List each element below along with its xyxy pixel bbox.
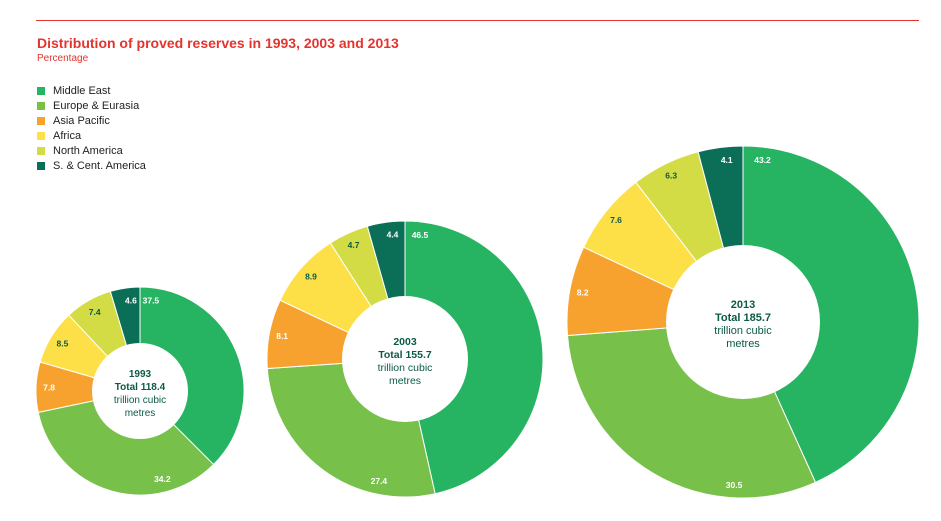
slice-value-label: 46.5 — [412, 230, 429, 240]
center-total: Total 185.7 — [715, 312, 771, 324]
legend-label: North America — [53, 144, 123, 157]
legend: Middle East Europe & Eurasia Asia Pacifi… — [37, 83, 146, 173]
donut-slice — [742, 145, 920, 484]
slice-value-label: 8.5 — [56, 338, 68, 348]
slice-value-label: 8.2 — [577, 288, 589, 298]
slice-value-label: 27.4 — [371, 476, 388, 486]
chart-title: Distribution of proved reserves in 1993,… — [37, 35, 399, 51]
legend-label: Middle East — [53, 84, 111, 97]
slice-value-label: 7.8 — [43, 383, 55, 393]
slice-value-label: 4.1 — [721, 155, 733, 165]
center-total: Total 118.4 — [115, 382, 166, 393]
legend-label: Europe & Eurasia — [53, 99, 140, 112]
legend-item-middle-east: Middle East — [37, 83, 146, 98]
slice-value-label: 7.4 — [89, 307, 101, 317]
legend-item-s-cent-america: S. & Cent. America — [37, 158, 146, 173]
legend-swatch — [37, 116, 45, 125]
slice-value-label: 4.6 — [125, 295, 137, 305]
legend-swatch — [37, 131, 45, 140]
slice-value-label: 7.6 — [610, 215, 622, 225]
slice-value-label: 43.2 — [754, 155, 771, 165]
donut-slice — [139, 286, 245, 466]
center-unit: metres — [389, 375, 421, 387]
legend-swatch — [37, 161, 45, 170]
legend-swatch — [37, 146, 45, 155]
legend-item-africa: Africa — [37, 128, 146, 143]
chart-subtitle: Percentage — [37, 53, 89, 64]
center-unit: metres — [726, 338, 760, 350]
legend-label: S. & Cent. America — [53, 159, 146, 172]
center-total: Total 155.7 — [378, 349, 432, 361]
center-year: 2013 — [731, 299, 755, 311]
legend-item-asia-pacific: Asia Pacific — [37, 113, 146, 128]
center-year: 2003 — [393, 336, 417, 348]
legend-swatch — [37, 86, 45, 95]
center-unit: trillion cubic — [378, 362, 433, 374]
slice-value-label: 8.1 — [276, 331, 288, 341]
slice-value-label: 37.5 — [143, 296, 160, 306]
donut-hole — [342, 296, 468, 422]
legend-label: Asia Pacific — [53, 114, 110, 127]
center-unit: trillion cubic — [114, 395, 166, 406]
legend-item-north-america: North America — [37, 143, 146, 158]
slice-value-label: 34.2 — [154, 474, 171, 484]
slice-value-label: 4.4 — [387, 230, 399, 240]
donut-hole — [666, 245, 820, 399]
slice-value-label: 4.7 — [348, 240, 360, 250]
slice-value-label: 8.9 — [305, 272, 317, 282]
donut-hole — [92, 343, 188, 439]
slice-value-label: 6.3 — [665, 171, 677, 181]
legend-swatch — [37, 101, 45, 110]
center-unit: metres — [125, 408, 156, 419]
donut-slice — [37, 390, 215, 496]
top-rule — [36, 20, 919, 21]
center-unit: trillion cubic — [714, 325, 772, 337]
center-year: 1993 — [129, 369, 152, 380]
legend-item-europe-eurasia: Europe & Eurasia — [37, 98, 146, 113]
slice-value-label: 30.5 — [726, 480, 743, 490]
donut-slice — [404, 220, 544, 495]
legend-label: Africa — [53, 129, 82, 142]
